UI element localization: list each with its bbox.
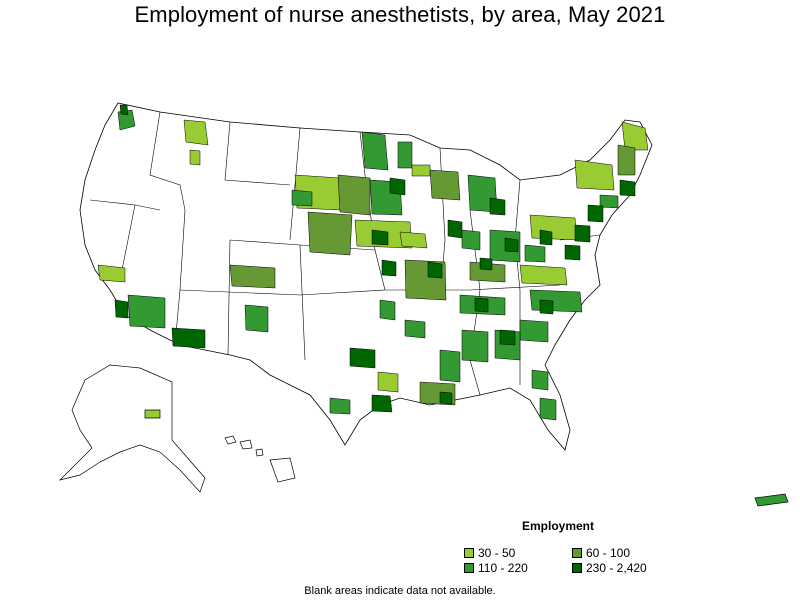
legend-item-60-100: 60 - 100 bbox=[572, 547, 630, 559]
area-new-mexico bbox=[244, 304, 269, 333]
legend-item-30-50: 30 - 50 bbox=[464, 547, 515, 559]
area-boston bbox=[619, 179, 636, 197]
area-kansas-city bbox=[381, 259, 397, 277]
hawaii-island-4 bbox=[269, 457, 296, 483]
area-nashville bbox=[474, 297, 489, 313]
area-arkansas bbox=[404, 319, 426, 339]
area-north-carolina bbox=[529, 289, 583, 313]
area-connecticut bbox=[599, 194, 619, 209]
area-philadelphia bbox=[574, 224, 591, 243]
area-iowa-east bbox=[371, 229, 389, 246]
area-houston bbox=[371, 394, 393, 413]
area-chicago bbox=[447, 219, 463, 239]
area-virginia bbox=[519, 264, 568, 286]
area-wyoming bbox=[291, 189, 313, 207]
area-louisville bbox=[479, 257, 493, 271]
legend-item-110-220: 110 - 220 bbox=[464, 562, 528, 574]
area-florida-central bbox=[539, 397, 557, 421]
legend-label: 110 - 220 bbox=[478, 561, 528, 575]
area-pittsburgh bbox=[539, 229, 553, 246]
legend-swatch bbox=[572, 548, 582, 558]
area-indiana bbox=[461, 229, 481, 251]
area-nevada-reno bbox=[97, 264, 126, 283]
alaska-outline bbox=[58, 364, 206, 493]
area-columbus bbox=[504, 237, 519, 253]
area-idaho bbox=[189, 149, 201, 166]
area-baltimore bbox=[564, 244, 581, 261]
hawaii-island-2 bbox=[239, 439, 253, 450]
area-nd-east bbox=[397, 141, 413, 169]
legend-label: 60 - 100 bbox=[586, 546, 631, 560]
area-los-angeles bbox=[114, 299, 129, 319]
legend-item-230-2420: 230 - 2,420 bbox=[572, 562, 647, 574]
area-charlotte bbox=[539, 299, 554, 315]
area-arizona bbox=[127, 294, 166, 329]
area-west-virginia bbox=[524, 244, 546, 263]
area-nyc bbox=[587, 204, 604, 223]
legend-swatch bbox=[464, 548, 474, 558]
hawaii bbox=[224, 435, 296, 483]
area-alabama bbox=[461, 329, 489, 363]
area-detroit bbox=[489, 197, 506, 216]
legend-label: 30 - 50 bbox=[478, 546, 516, 560]
area-florida-north bbox=[531, 369, 549, 391]
area-anchorage bbox=[144, 409, 161, 419]
area-south-carolina bbox=[519, 319, 549, 343]
legend-swatch bbox=[464, 563, 474, 573]
legend-swatch bbox=[572, 563, 582, 573]
area-east-texas bbox=[377, 371, 399, 393]
alaska bbox=[58, 364, 206, 493]
area-oklahoma bbox=[379, 299, 396, 321]
area-puerto-rico bbox=[754, 493, 789, 507]
employment-areas bbox=[97, 104, 649, 421]
area-western-montana bbox=[183, 119, 209, 146]
area-new-orleans bbox=[439, 391, 453, 405]
footnote: Blank areas indicate data not available. bbox=[304, 585, 496, 597]
area-south-dakota bbox=[337, 174, 371, 216]
area-new-hampshire bbox=[617, 144, 636, 176]
puerto-rico bbox=[754, 493, 789, 507]
contiguous-us bbox=[79, 102, 653, 451]
area-wisconsin bbox=[429, 169, 461, 201]
legend: Employment 30 - 50 60 - 100 110 - 220 23… bbox=[464, 519, 684, 579]
area-minneapolis bbox=[389, 177, 406, 196]
area-new-york bbox=[574, 159, 615, 191]
area-seattle bbox=[119, 104, 129, 116]
us-outline bbox=[79, 102, 653, 451]
legend-label: 230 - 2,420 bbox=[586, 561, 647, 575]
map-title: Employment of nurse anesthetists, by are… bbox=[134, 2, 666, 27]
area-denver bbox=[229, 264, 276, 289]
area-maine bbox=[621, 121, 649, 151]
area-nebraska bbox=[307, 211, 353, 256]
area-atlanta bbox=[499, 329, 516, 346]
area-phoenix bbox=[171, 327, 206, 349]
hawaii-island-3 bbox=[255, 448, 264, 457]
area-michigan-up bbox=[411, 164, 431, 177]
legend-title: Employment bbox=[522, 519, 595, 533]
area-north-dakota bbox=[361, 131, 389, 171]
hawaii-island-1 bbox=[224, 435, 237, 445]
area-san-antonio bbox=[329, 397, 351, 415]
area-dallas bbox=[349, 347, 376, 369]
area-st-louis bbox=[427, 261, 443, 279]
area-mississippi bbox=[439, 349, 461, 383]
area-pennsylvania bbox=[529, 214, 578, 241]
area-kentucky bbox=[469, 261, 506, 283]
area-illinois bbox=[399, 231, 428, 249]
